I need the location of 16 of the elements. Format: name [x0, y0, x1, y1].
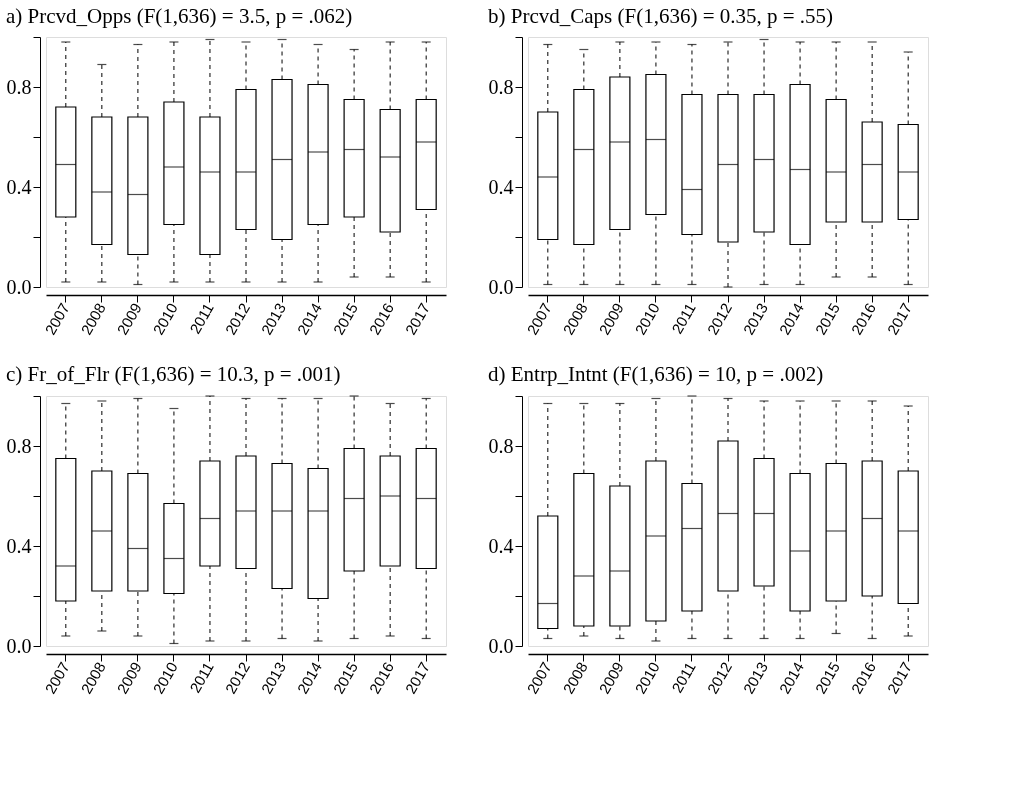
- y-tick-label: 0.8: [488, 434, 514, 457]
- chart-title: d) Entrp_Intnt (F(1,636) = 10, p = .002): [488, 362, 824, 387]
- y-tick-label: 0.4: [488, 175, 514, 198]
- y-tick-label: 0.0: [488, 634, 514, 657]
- y-tick-label: 0.4: [488, 534, 514, 557]
- y-tick-label: 0.0: [6, 634, 32, 657]
- chart-title: c) Fr_of_Flr (F(1,636) = 10.3, p = .001): [6, 362, 341, 387]
- y-tick-label: 0.4: [6, 175, 32, 198]
- y-tick-label: 0.8: [488, 75, 514, 98]
- y-tick-label: 0.8: [6, 75, 32, 98]
- chart-title: b) Prcvd_Caps (F(1,636) = 0.35, p = .55): [488, 3, 834, 28]
- y-tick-label: 0.4: [6, 534, 32, 557]
- y-tick-label: 0.0: [6, 275, 32, 298]
- chart-title: a) Prcvd_Opps (F(1,636) = 3.5, p = .062): [6, 3, 353, 28]
- y-tick-label: 0.0: [488, 275, 514, 298]
- y-tick-label: 0.8: [6, 434, 32, 457]
